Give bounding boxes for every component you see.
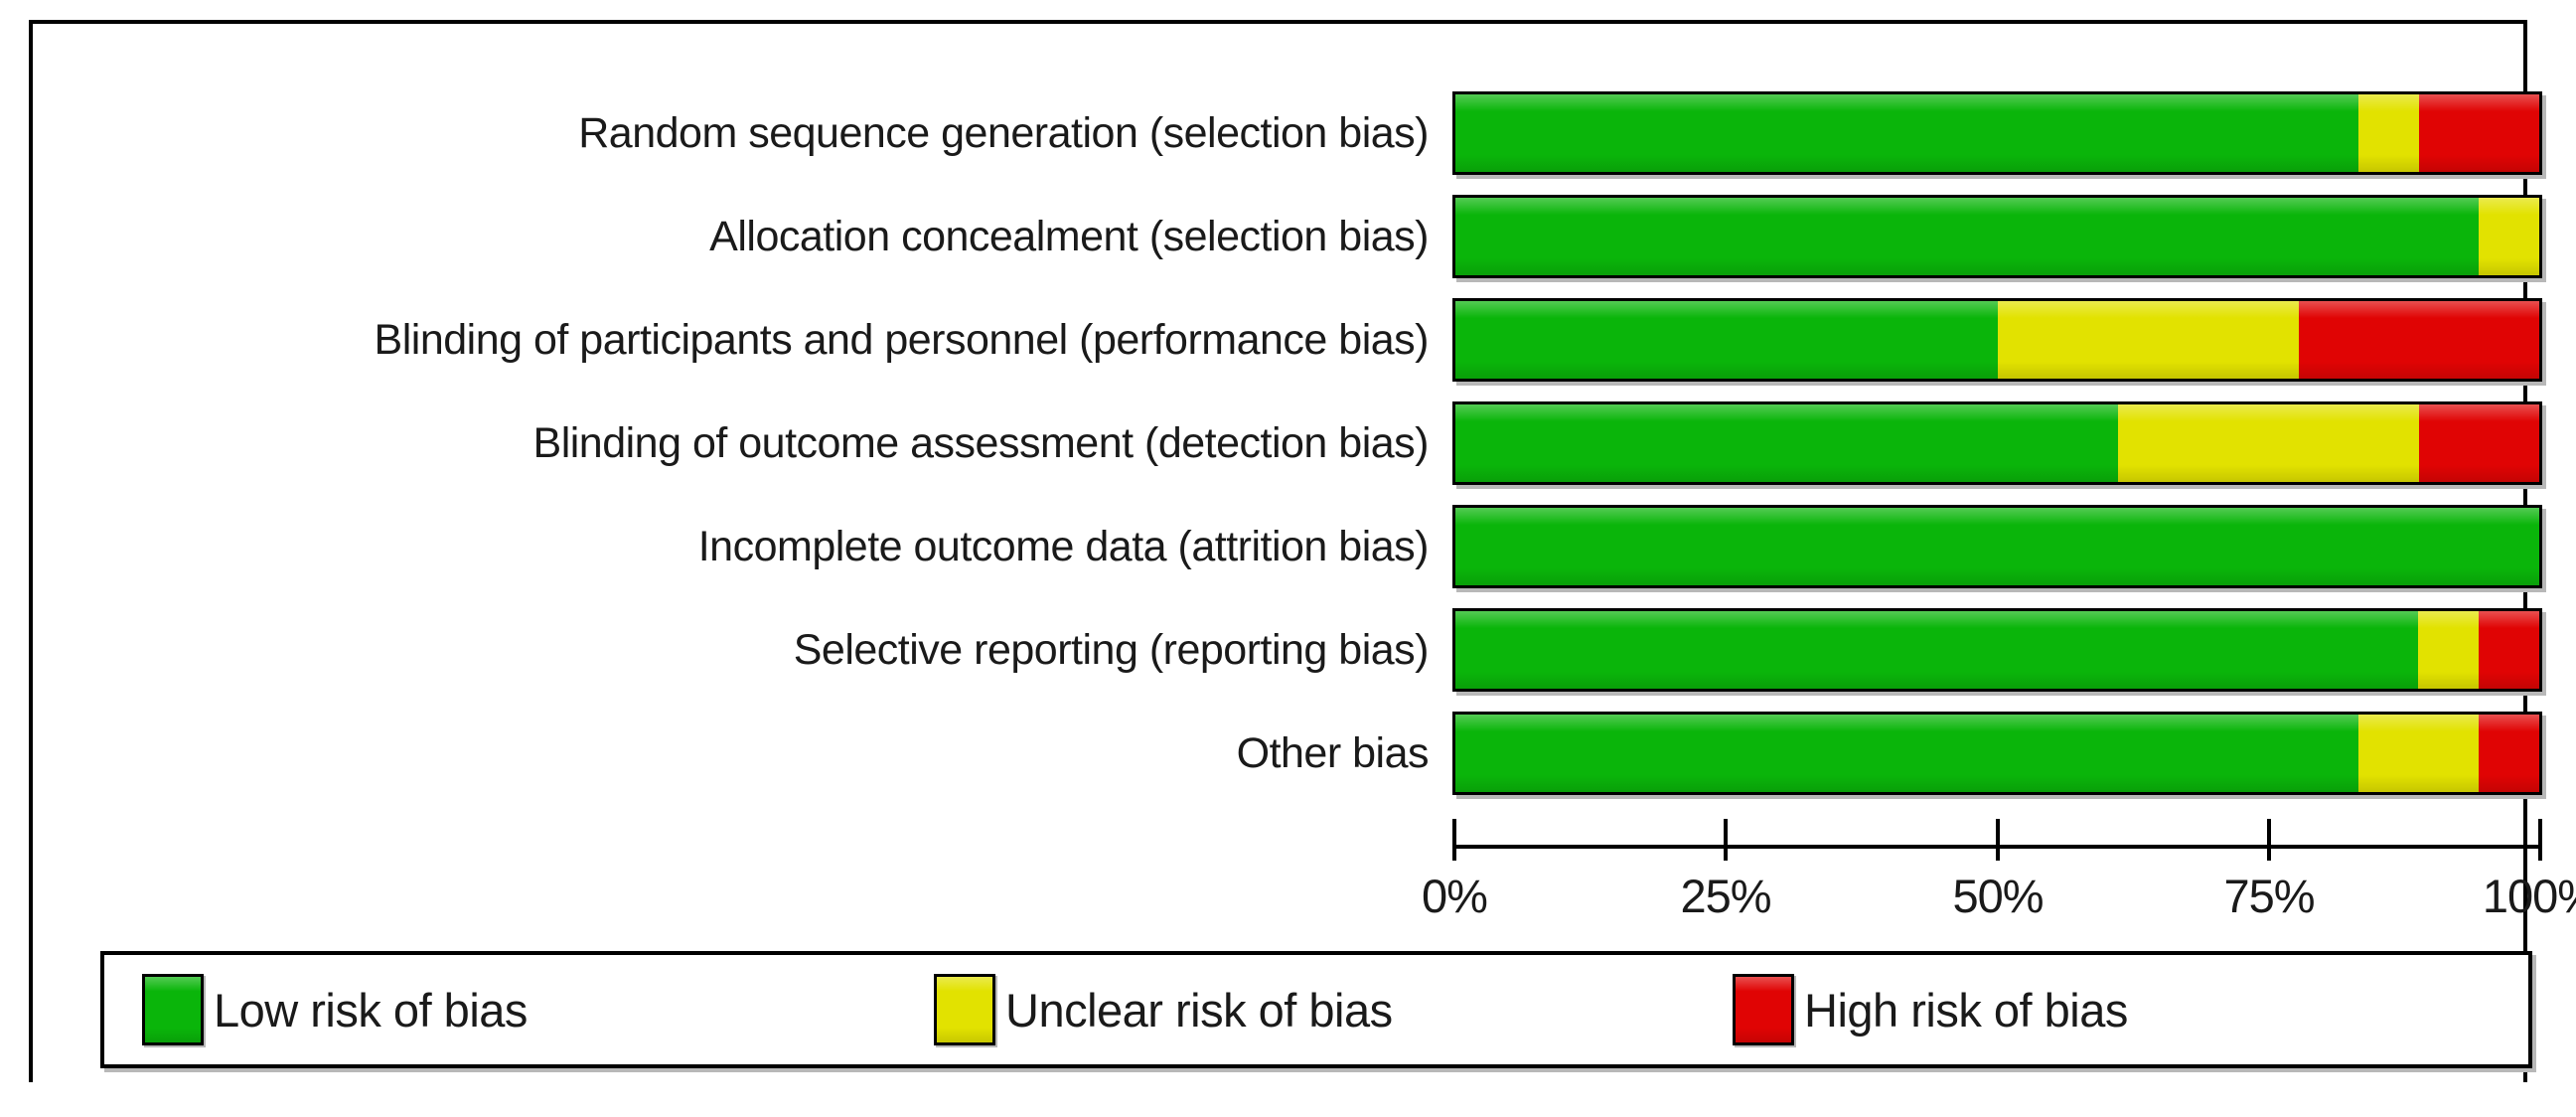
legend-box: Low risk of bias Unclear risk of bias High… [100, 951, 2532, 1068]
bar-segment-low [1455, 94, 2358, 172]
category-label: Allocation concealment (selection bias) [709, 212, 1429, 260]
stacked-bar [1452, 195, 2542, 278]
bar-segment-high [2298, 301, 2539, 379]
x-axis-tick-label: 25% [1680, 870, 1771, 922]
category-label: Random sequence generation (selection bi… [578, 108, 1429, 157]
x-axis-tick-label: 50% [1952, 870, 2044, 922]
stacked-bar [1452, 298, 2542, 382]
category-label: Other bias [1236, 728, 1430, 777]
legend-label: High risk of bias [1804, 983, 2128, 1037]
x-axis-tick-label: 0% [1422, 870, 1488, 922]
risk-of-bias-graph: Random sequence generation (selection bi… [29, 20, 2576, 1082]
x-axis-tick-label: 100% [2482, 870, 2576, 922]
bar-segment-high [2418, 404, 2539, 482]
stacked-bar [1452, 608, 2542, 692]
legend-item-low-risk: Low risk of bias [142, 955, 528, 1064]
bar-segment-low [1455, 404, 2118, 482]
bar-segment-unclear [1997, 301, 2299, 379]
bar-segment-unclear [2357, 715, 2479, 792]
bar-segment-unclear [2417, 611, 2479, 689]
bar-segment-low [1455, 508, 2539, 585]
legend-item-high-risk: High risk of bias [1733, 955, 2128, 1064]
x-axis-tick-label: 75% [2223, 870, 2315, 922]
category-label: Blinding of participants and personnel (… [374, 315, 1430, 364]
stacked-bar [1452, 505, 2542, 588]
legend-label: Low risk of bias [214, 983, 528, 1037]
category-label: Incomplete outcome data (attrition bias) [697, 522, 1430, 570]
legend-item-unclear-risk: Unclear risk of bias [934, 955, 1393, 1064]
bar-segment-low [1455, 715, 2358, 792]
x-axis-tick [1996, 819, 2000, 861]
stacked-bar [1452, 91, 2542, 175]
bar-segment-low [1455, 198, 2479, 275]
legend-swatch-unclear-risk [934, 974, 995, 1045]
legend-swatch-low-risk [142, 974, 204, 1045]
category-label: Blinding of outcome assessment (detectio… [532, 418, 1430, 467]
stacked-bar [1452, 712, 2542, 795]
bar-segment-low [1455, 611, 2418, 689]
x-axis-tick [1452, 819, 1456, 861]
bar-segment-unclear [2117, 404, 2419, 482]
legend-swatch-high-risk [1733, 974, 1794, 1045]
legend-label: Unclear risk of bias [1005, 983, 1393, 1037]
stacked-bar [1452, 401, 2542, 485]
bar-segment-high [2478, 611, 2539, 689]
bar-segment-low [1455, 301, 1998, 379]
x-axis-tick [2267, 819, 2271, 861]
bar-segment-high [2478, 715, 2539, 792]
bar-segment-unclear [2478, 198, 2539, 275]
category-label: Selective reporting (reporting bias) [793, 625, 1430, 674]
x-axis-tick [2538, 819, 2542, 861]
bar-segment-high [2418, 94, 2539, 172]
bar-segment-unclear [2357, 94, 2419, 172]
x-axis-tick [1724, 819, 1728, 861]
